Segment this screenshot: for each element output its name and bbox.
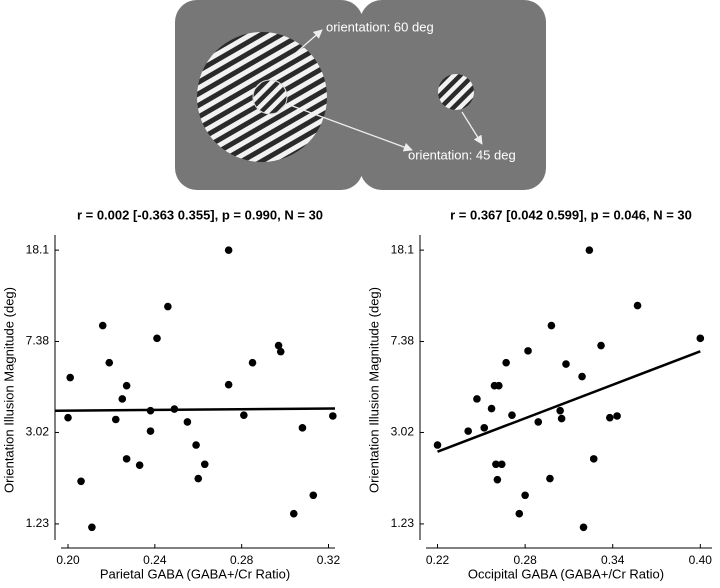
point bbox=[508, 411, 516, 419]
point bbox=[556, 406, 564, 415]
point bbox=[224, 380, 233, 389]
point bbox=[192, 441, 200, 449]
fit-line bbox=[54, 407, 336, 412]
y-tick-label: 3.02 bbox=[391, 425, 415, 439]
point bbox=[289, 509, 298, 518]
y-tick-label: 18.1 bbox=[26, 242, 50, 256]
x-tick-label: 0.40 bbox=[689, 553, 713, 567]
point bbox=[153, 334, 161, 343]
point bbox=[135, 461, 144, 469]
point bbox=[146, 427, 155, 435]
x-tick-label: 0.32 bbox=[317, 553, 341, 567]
point bbox=[224, 246, 233, 254]
point bbox=[309, 491, 318, 500]
point bbox=[492, 460, 500, 469]
point bbox=[589, 455, 598, 463]
point bbox=[194, 474, 203, 483]
point bbox=[329, 412, 337, 420]
point bbox=[578, 372, 586, 381]
point bbox=[597, 341, 605, 350]
x-tick-label: 0.34 bbox=[601, 553, 625, 567]
point bbox=[66, 373, 74, 382]
point bbox=[562, 360, 570, 368]
center-grating bbox=[252, 79, 288, 115]
stimulus: orientation: 60 deg orientation: 45 deg bbox=[175, 0, 546, 190]
y-tick-label: 3.02 bbox=[26, 425, 50, 439]
point bbox=[521, 491, 529, 500]
point bbox=[515, 509, 524, 518]
point bbox=[200, 460, 209, 469]
stimulus-label: orientation: 45 deg bbox=[408, 147, 516, 162]
point bbox=[606, 413, 614, 422]
point bbox=[495, 381, 503, 390]
point bbox=[487, 404, 496, 413]
x-tick-label: 0.22 bbox=[426, 553, 450, 567]
x-tick-label: 0.20 bbox=[56, 553, 80, 567]
stimulus-label: orientation: 60 deg bbox=[326, 19, 434, 34]
y-tick-label: 1.23 bbox=[391, 516, 415, 530]
point bbox=[534, 418, 543, 426]
x-axis-label: Parietal GABA (GABA+/Cr Ratio) bbox=[100, 566, 290, 581]
point bbox=[633, 301, 642, 310]
point bbox=[276, 347, 285, 356]
x-tick-label: 0.24 bbox=[143, 553, 167, 567]
x-tick-label: 0.28 bbox=[230, 553, 254, 567]
y-tick-label: 18.1 bbox=[391, 242, 415, 256]
point bbox=[111, 415, 120, 424]
point bbox=[546, 474, 554, 483]
point bbox=[298, 424, 307, 432]
point bbox=[433, 441, 442, 449]
point bbox=[274, 341, 283, 350]
fit-line bbox=[437, 350, 701, 453]
point bbox=[170, 405, 179, 413]
point bbox=[118, 395, 127, 403]
point bbox=[248, 358, 257, 367]
point bbox=[696, 334, 705, 343]
y-tick-label: 1.23 bbox=[26, 516, 50, 530]
point bbox=[77, 477, 85, 486]
point bbox=[464, 427, 472, 435]
point bbox=[64, 413, 72, 422]
point bbox=[480, 424, 489, 432]
x-tick-label: 0.28 bbox=[513, 553, 537, 567]
y-axis-label: Orientation Illusion Magnitude (deg) bbox=[1, 287, 16, 493]
arrow bbox=[286, 103, 413, 152]
y-tick-label: 7.38 bbox=[391, 334, 415, 348]
point bbox=[105, 358, 114, 367]
point bbox=[122, 381, 131, 390]
point bbox=[88, 523, 96, 532]
chart-title: r = 0.002 [-0.363 0.355], p = 0.990, N =… bbox=[77, 207, 323, 222]
point bbox=[547, 321, 556, 330]
point bbox=[524, 347, 532, 355]
point bbox=[585, 246, 594, 254]
point bbox=[183, 418, 192, 426]
point bbox=[579, 523, 588, 532]
point bbox=[493, 475, 502, 484]
point bbox=[240, 411, 248, 419]
arrow bbox=[289, 29, 323, 59]
chart-title: r = 0.367 [0.042 0.599], p = 0.046, N = … bbox=[450, 207, 692, 222]
test-grating bbox=[438, 74, 474, 110]
x-axis-label: Occipital GABA (GABA+/Cr Ratio) bbox=[468, 566, 664, 581]
y-axis-label: Orientation Illusion Magnitude (deg) bbox=[366, 287, 381, 493]
point bbox=[122, 455, 131, 463]
point bbox=[502, 358, 510, 367]
point bbox=[613, 412, 621, 420]
point bbox=[98, 321, 107, 330]
point bbox=[473, 395, 481, 403]
point bbox=[557, 414, 566, 423]
arrow bbox=[461, 111, 483, 145]
point bbox=[146, 406, 155, 415]
y-tick-label: 7.38 bbox=[26, 334, 50, 348]
point bbox=[164, 302, 172, 311]
point bbox=[497, 460, 506, 469]
